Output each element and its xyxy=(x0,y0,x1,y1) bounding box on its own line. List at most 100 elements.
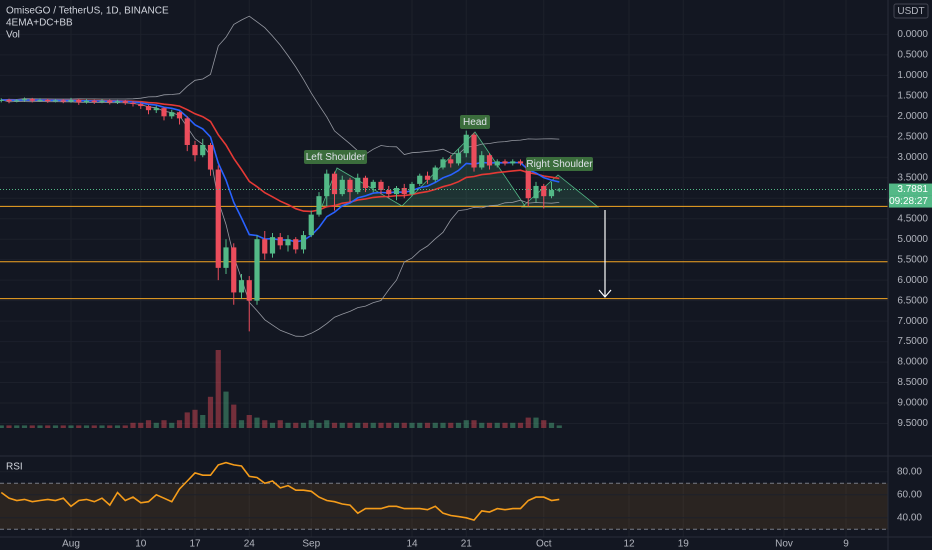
candle-body xyxy=(393,187,400,195)
candle-body xyxy=(510,161,516,164)
volume-bar xyxy=(37,425,43,428)
candle-body xyxy=(83,100,90,103)
last-price-label: 3.7881 xyxy=(897,184,928,195)
x-tick-label: 24 xyxy=(244,539,256,550)
volume-label: Vol xyxy=(6,30,20,41)
x-tick-label: 17 xyxy=(189,539,201,550)
volume-bar xyxy=(6,425,12,428)
annotation-box xyxy=(526,157,593,171)
volume-bar xyxy=(324,420,330,428)
volume-bar xyxy=(401,422,407,428)
volume-bar xyxy=(45,425,51,428)
candle-body xyxy=(324,173,330,197)
candle-body xyxy=(556,189,562,191)
y-tick-label: 3.0000 xyxy=(897,152,928,163)
volume-bar xyxy=(378,422,384,428)
y-tick-label: 0.0000 xyxy=(897,29,928,40)
rsi-tick-label: 80.00 xyxy=(897,466,922,477)
volume-bar xyxy=(52,425,59,428)
volume-bar xyxy=(145,420,152,428)
volume-bar xyxy=(91,425,97,428)
annotation: Left Shoulder xyxy=(306,152,366,163)
rsi-label: RSI xyxy=(6,462,23,473)
candle-body xyxy=(463,134,469,154)
candle-body xyxy=(169,112,175,117)
volume-bar xyxy=(510,422,516,428)
volume-bar xyxy=(300,422,307,428)
candle-body xyxy=(331,173,338,195)
volume-bar xyxy=(68,425,74,428)
rsi-tick-label: 40.00 xyxy=(897,512,922,523)
volume-bar xyxy=(76,425,82,428)
x-tick-label: Nov xyxy=(775,539,793,550)
rsi-line xyxy=(0,461,560,522)
arrow-head xyxy=(598,289,612,298)
candle-body xyxy=(370,181,376,188)
x-tick-label: Oct xyxy=(536,539,552,550)
volume-bar xyxy=(14,425,20,428)
volume-bar xyxy=(533,417,539,428)
y-tick-label: 6.0000 xyxy=(897,275,928,286)
candle-body xyxy=(207,144,214,170)
volume-bar xyxy=(448,422,454,428)
countdown: 09:28:27 xyxy=(889,196,928,207)
candle-body xyxy=(215,169,221,268)
candle-body xyxy=(316,196,322,215)
candle-body xyxy=(21,99,28,101)
y-tick-label: 1.0000 xyxy=(897,70,928,81)
last-price-badge xyxy=(889,183,932,196)
countdown-badge xyxy=(889,195,932,208)
volume-bar xyxy=(130,422,136,428)
x-tick-label: 21 xyxy=(461,539,473,550)
candle-body xyxy=(285,239,291,246)
volume-bar xyxy=(269,422,276,428)
volume-bar xyxy=(440,422,446,428)
volume-bar xyxy=(548,422,555,428)
volume-bar xyxy=(238,420,245,428)
volume-bar xyxy=(494,422,500,428)
candle-body xyxy=(60,100,66,102)
volume-bar xyxy=(393,422,400,428)
volume-bar xyxy=(246,415,252,428)
candle-body xyxy=(517,161,524,164)
candle-body xyxy=(6,99,12,102)
x-tick-label: Aug xyxy=(62,539,80,550)
candle-body xyxy=(200,144,206,156)
candle-body xyxy=(277,237,283,246)
volume-bar xyxy=(83,425,90,428)
candle-body xyxy=(269,237,276,254)
candle-body xyxy=(548,190,555,197)
candle-body xyxy=(401,187,407,195)
currency[interactable]: USDT xyxy=(897,6,924,17)
y-tick-label: 9.5000 xyxy=(897,418,928,429)
volume-bar xyxy=(107,425,113,428)
candle-body xyxy=(525,163,531,199)
candle-body xyxy=(246,280,252,301)
volume-bar xyxy=(331,422,338,428)
currency-badge[interactable] xyxy=(893,3,929,19)
volume-bar xyxy=(161,420,167,428)
candle-body xyxy=(161,108,167,117)
y-tick-label: 5.0000 xyxy=(897,234,928,245)
volume-bar xyxy=(370,422,376,428)
volume-bar xyxy=(223,391,229,428)
candle-body xyxy=(145,106,152,111)
volume-bar xyxy=(339,422,345,428)
x-tick-label: 10 xyxy=(135,539,147,550)
volume-bar xyxy=(215,350,221,428)
candle-body xyxy=(130,102,136,105)
volume-bar xyxy=(114,425,121,428)
candle-body xyxy=(262,239,268,254)
volume-bar xyxy=(316,422,322,428)
candle-body xyxy=(339,179,345,195)
candle-body xyxy=(231,247,237,293)
projection-arrow xyxy=(598,210,612,298)
volume-bar xyxy=(424,422,431,428)
volume-bar xyxy=(386,422,392,428)
candle-body xyxy=(254,239,260,301)
x-tick-label: 9 xyxy=(843,539,849,550)
volume-bar xyxy=(471,420,477,428)
candle-body xyxy=(448,159,454,164)
volume-bar xyxy=(231,404,237,428)
